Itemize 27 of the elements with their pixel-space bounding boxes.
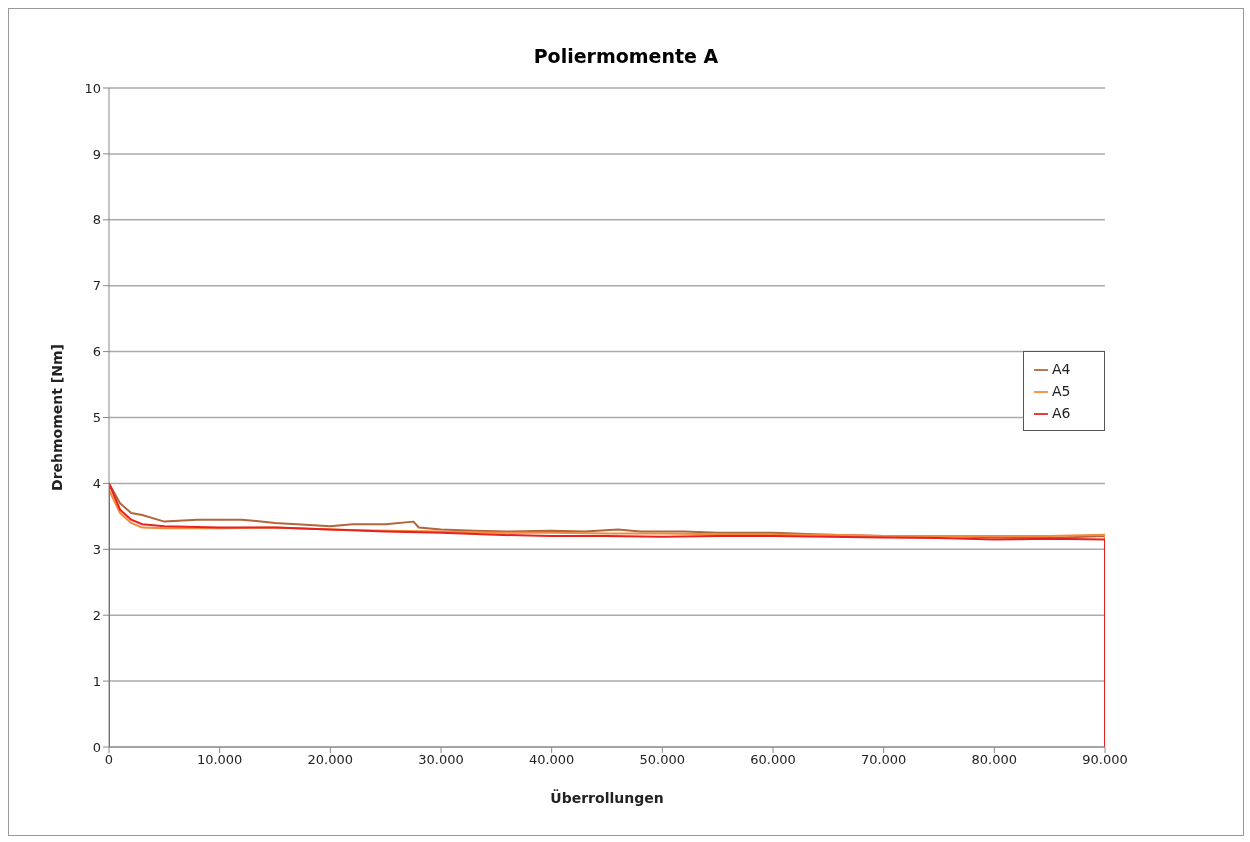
legend-label: A4 bbox=[1052, 361, 1071, 377]
x-tick-label: 80.000 bbox=[971, 752, 1018, 768]
x-tick-label: 0 bbox=[104, 752, 114, 768]
y-tick-label: 9 bbox=[92, 146, 101, 162]
y-tick-label: 2 bbox=[92, 607, 101, 623]
y-tick-label: 1 bbox=[92, 673, 101, 689]
y-tick-label: 0 bbox=[92, 739, 101, 755]
legend-label: A6 bbox=[1052, 405, 1071, 421]
x-tick-label: 30.000 bbox=[418, 752, 464, 768]
y-axis-title: Drehmoment [Nm] bbox=[48, 344, 65, 491]
x-tick-label: 70.000 bbox=[860, 752, 907, 768]
y-tick-label: 7 bbox=[92, 278, 101, 294]
x-tick-label: 50.000 bbox=[639, 752, 686, 768]
y-tick-label: 10 bbox=[84, 80, 101, 96]
x-tick-label: 10.000 bbox=[196, 752, 243, 768]
y-tick-label: 5 bbox=[92, 410, 101, 426]
x-axis-title: Überrollungen bbox=[550, 789, 664, 806]
x-tick-label: 90.000 bbox=[1082, 752, 1128, 768]
y-tick-label: 4 bbox=[92, 476, 101, 492]
x-tick-label: 60.000 bbox=[750, 752, 796, 768]
x-tick-label: 40.000 bbox=[528, 752, 575, 768]
y-tick-label: 6 bbox=[92, 344, 101, 360]
legend-label: A5 bbox=[1052, 383, 1071, 399]
chart-title: Poliermomente A bbox=[532, 45, 720, 67]
y-tick-label: 3 bbox=[92, 541, 101, 557]
x-tick-label: 20.000 bbox=[307, 752, 354, 768]
y-tick-label: 8 bbox=[92, 212, 101, 228]
